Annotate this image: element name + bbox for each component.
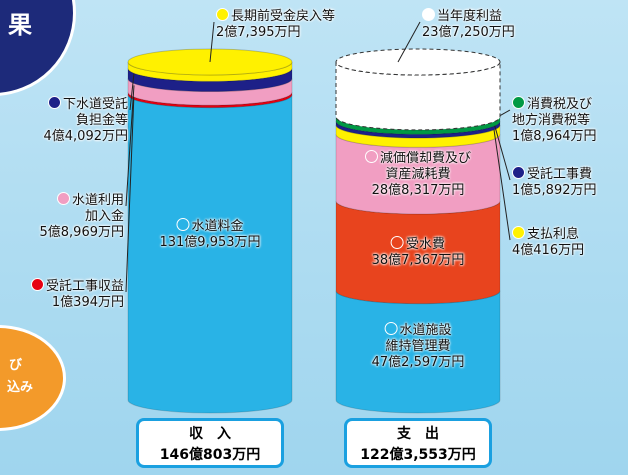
segment-label: 受託工事費 1億5,892万円	[512, 166, 597, 199]
segment-name: 下水道受託 負担金等	[62, 97, 128, 128]
segment-name: 支払利息	[527, 227, 580, 242]
segment-label: 水道利用 加入金 5億8,969万円	[39, 192, 125, 241]
legend-dot	[512, 96, 525, 109]
value-label: 2億7,395万円	[216, 25, 301, 40]
value-label: 47億2,597万円	[371, 355, 465, 370]
leader-line	[397, 21, 421, 63]
segment-label: 水道料金 131億9,953万円	[159, 218, 261, 251]
leader-line	[125, 93, 135, 293]
segment-label: 長期前受金戻入等 2億7,395万円	[216, 8, 335, 41]
value-label: 1億5,892万円	[512, 183, 597, 198]
segment-name: 減価償却費及び 資産減耗費	[379, 151, 472, 182]
badge-text: び	[9, 358, 23, 373]
legend-dot	[216, 8, 229, 21]
legend-dot	[384, 322, 398, 335]
value-label: 38億7,367万円	[371, 253, 465, 268]
segment-name: 当年度利益	[437, 9, 503, 24]
leader-line	[493, 129, 511, 241]
value-label: 131億9,953万円	[159, 235, 261, 250]
legend-dot	[390, 236, 404, 249]
legend-dot	[56, 192, 70, 205]
total-label: 146億803万円	[159, 447, 261, 463]
badge-text: 込み	[7, 380, 34, 395]
segment-label: 受託工事収益 1億394万円	[30, 278, 124, 311]
leader-line	[493, 122, 511, 181]
cylinder-segment	[335, 61, 501, 131]
total-label: 122億3,553万円	[360, 447, 476, 463]
legend-dot	[47, 96, 61, 109]
legend-dot	[422, 8, 435, 21]
segment-name: 水道料金	[191, 219, 244, 234]
segment-name: 水道利用 加入金	[71, 193, 124, 224]
legend-dot	[512, 226, 525, 239]
leader-line	[209, 21, 215, 63]
legend-dot	[176, 218, 190, 231]
segment-label: 減価償却費及び 資産減耗費 28億8,317万円	[364, 150, 472, 199]
segment-name: 消費税及び 地方消費税等	[512, 97, 593, 128]
value-label: 1億394万円	[51, 295, 124, 310]
total-name: 支 出	[397, 426, 439, 442]
badge-text: 果	[8, 11, 32, 39]
segment-name: 水道施設 維持管理費	[385, 323, 452, 354]
value-label: 5億8,969万円	[39, 225, 125, 240]
leader-line	[125, 85, 135, 207]
leader-line	[129, 73, 135, 111]
segment-name: 長期前受金戻入等	[231, 9, 336, 24]
value-label: 1億8,964万円	[512, 129, 597, 144]
total-box: 収 入 146億803万円	[136, 418, 284, 468]
value-label: 4億416万円	[512, 243, 585, 258]
value-label: 4億4,092万円	[43, 129, 129, 144]
cylinder-segment	[127, 94, 293, 414]
cylinder-top	[335, 48, 501, 76]
total-name: 収 入	[189, 426, 231, 442]
segment-name: 受水費	[405, 237, 446, 252]
legend-dot	[512, 166, 525, 179]
value-label: 23億7,250万円	[422, 25, 515, 40]
segment-label: 受水費 38億7,367万円	[371, 236, 465, 269]
segment-name: 受託工事費	[527, 167, 593, 182]
total-box: 支 出 122億3,553万円	[344, 418, 492, 468]
legend-dot	[364, 150, 378, 163]
value-label: 28億8,317万円	[371, 183, 465, 198]
segment-label: 下水道受託 負担金等 4億4,092万円	[43, 96, 129, 145]
segment-label: 消費税及び 地方消費税等 1億8,964万円	[512, 96, 597, 145]
legend-dot	[30, 278, 44, 291]
segment-label: 当年度利益 23億7,250万円	[422, 8, 515, 41]
segment-label: 水道施設 維持管理費 47億2,597万円	[371, 322, 465, 371]
segment-name: 受託工事収益	[45, 279, 124, 294]
segment-label: 支払利息 4億416万円	[512, 226, 584, 259]
